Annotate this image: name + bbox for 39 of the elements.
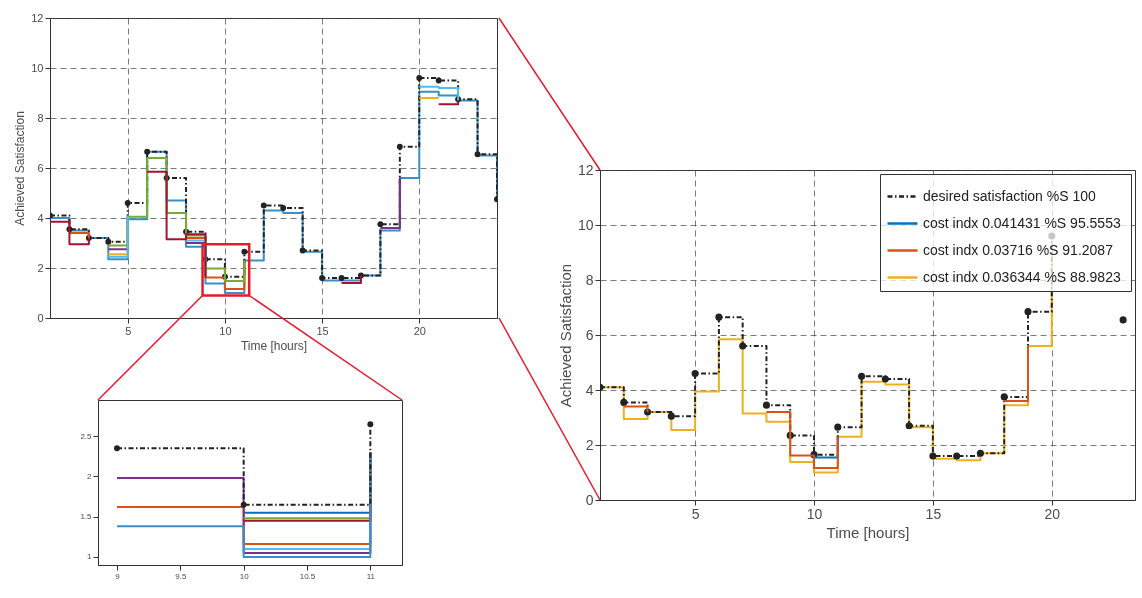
y-tick-label: 4 xyxy=(585,381,594,398)
x-axis-title: Time [hours] xyxy=(826,523,910,541)
x-axis-title: Time [hours] xyxy=(240,338,308,353)
y-tick-label: 2 xyxy=(37,261,44,274)
x-tick-label: 20 xyxy=(1044,505,1061,522)
x-tick-label: 15 xyxy=(316,324,329,337)
legend-label: cost indx 0.03716 %S 91.2087 xyxy=(923,241,1114,258)
x-tick-label: 20 xyxy=(413,324,426,337)
x-tick-label: 15 xyxy=(925,505,942,522)
y-tick-label: 8 xyxy=(37,111,44,124)
y-tick-label: 0 xyxy=(585,491,594,508)
legend-label: cost indx 0.041431 %S 95.5553 xyxy=(923,214,1121,231)
y-tick-label: 8 xyxy=(585,271,594,288)
y-tick-label: 10 xyxy=(577,216,594,233)
x-tick-label: 5 xyxy=(691,505,700,522)
y-tick-label: 6 xyxy=(585,326,594,343)
legend-label: cost indx 0.036344 %S 88.9823 xyxy=(923,268,1121,285)
y-tick-label: 2.5 xyxy=(80,431,93,441)
y-axis-title: Achieved Satisfaction xyxy=(13,111,28,226)
y-tick-label: 6 xyxy=(37,161,44,174)
y-tick-label: 0 xyxy=(37,311,44,324)
y-tick-label: 10 xyxy=(31,61,44,74)
y-tick-label: 2 xyxy=(87,471,93,481)
y-tick-label: 2 xyxy=(585,436,594,453)
y-tick-label: 1 xyxy=(87,552,93,562)
legend-label: desired satisfaction %S 100 xyxy=(923,187,1096,204)
y-tick-label: 12 xyxy=(31,11,44,24)
x-tick-label: 10 xyxy=(239,571,250,581)
y-tick-label: 1.5 xyxy=(80,512,93,522)
x-tick-label: 10 xyxy=(219,324,232,337)
x-tick-label: 9 xyxy=(115,571,121,581)
y-axis-title: Achieved Satisfaction xyxy=(556,263,574,408)
x-tick-label: 11 xyxy=(366,571,376,581)
x-tick-label: 10.5 xyxy=(299,571,316,581)
y-tick-label: 12 xyxy=(577,161,594,178)
x-tick-label: 10 xyxy=(806,505,823,522)
x-tick-label: 9.5 xyxy=(175,571,187,581)
x-tick-label: 5 xyxy=(125,324,132,337)
y-tick-label: 4 xyxy=(37,211,44,224)
